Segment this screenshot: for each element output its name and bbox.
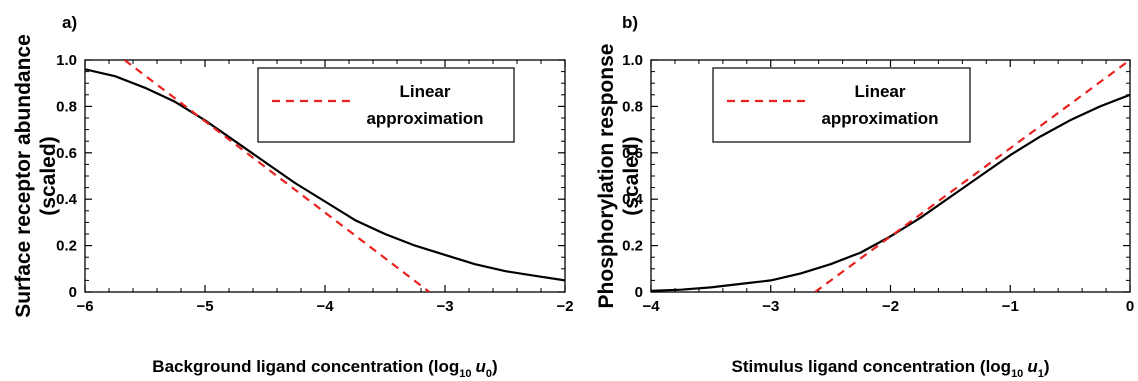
x-tick-label: −4 [642, 298, 660, 315]
legend-box [257, 67, 515, 143]
x-tick-label: −2 [882, 298, 899, 315]
linear-approximation-line [123, 60, 431, 292]
x-tick-label: −2 [556, 298, 573, 315]
y-tick-label: 0.6 [622, 145, 643, 162]
x-tick-label: −3 [436, 298, 453, 315]
y-tick-label: 0.6 [56, 145, 77, 162]
legend-label-line2: approximation [366, 109, 483, 128]
y-tick-label: 0.2 [56, 238, 77, 255]
y-tick-label: 0.2 [622, 238, 643, 255]
y-axis-title-line2: (scaled) [37, 136, 60, 215]
response-curve [651, 93, 1130, 292]
x-axis-title: Stimulus ligand concentration (log10 u1) [732, 357, 1050, 380]
panel-label: b) [622, 13, 638, 32]
y-axis-title-line2: (scaled) [620, 136, 643, 215]
legend: Linear approximation [257, 67, 515, 143]
y-tick-label: 0.4 [622, 191, 644, 208]
y-axis-title: Phosphorylation response [595, 44, 618, 309]
x-tick-label: −6 [76, 298, 93, 315]
x-tick-label: 0 [1126, 298, 1134, 315]
panel-label: a) [62, 13, 77, 32]
x-axis-title: Background ligand concentration (log10 u0… [152, 357, 497, 380]
y-tick-label: 1.0 [622, 52, 643, 69]
y-tick-label: 0.8 [56, 98, 77, 115]
x-tick-label: −1 [1002, 298, 1019, 315]
legend-label-line1: Linear [399, 82, 450, 101]
legend-label-line2: approximation [821, 109, 938, 128]
chart-panel-b: b) −4 −3 −2 −1 0 0 0.2 0.4 0.6 0.8 1.0 Linear approxi… [595, 13, 1134, 380]
legend-label-line1: Linear [854, 82, 905, 101]
legend: Linear approximation [712, 67, 971, 143]
response-curve [85, 68, 565, 282]
y-tick-label: 1.0 [56, 52, 77, 69]
y-tick-label: 0 [635, 284, 643, 301]
y-tick-label: 0.8 [622, 98, 643, 115]
linear-approximation-line [814, 60, 1130, 292]
y-tick-label: 0 [69, 284, 77, 301]
chart-panel-a: a) −6 −5 −4 −3 −2 0 0.2 0.4 0.6 0.8 1.0 Linear approx… [12, 13, 574, 380]
legend-box [712, 67, 971, 143]
x-tick-label: −3 [762, 298, 779, 315]
x-tick-label: −4 [316, 298, 334, 315]
x-tick-label: −5 [196, 298, 213, 315]
y-axis-title: Surface receptor abundance [12, 34, 35, 318]
y-tick-label: 0.4 [56, 191, 78, 208]
